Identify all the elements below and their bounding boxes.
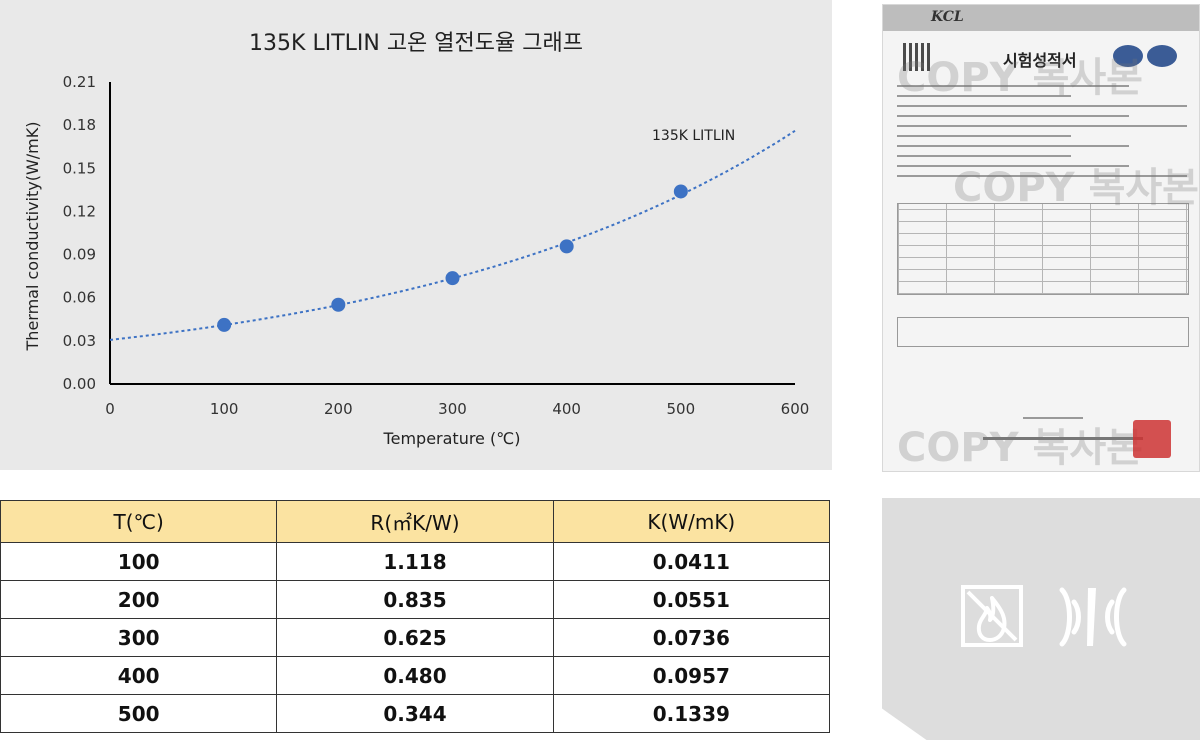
header-resistance: R(㎡K/W) [276, 500, 554, 543]
y-tick-label: 0.12 [63, 202, 96, 220]
no-fire-icon [961, 585, 1023, 647]
cell-conductivity: 0.0736 [552, 618, 831, 657]
trend-line [109, 129, 796, 341]
text-line [897, 85, 1129, 87]
x-tick-label: 400 [552, 400, 581, 418]
data-point [331, 297, 346, 312]
chart-title: 135K LITLIN 고온 열전도율 그래프 [249, 31, 583, 56]
data-point [217, 317, 232, 332]
watermark: COPY 복사본 [897, 425, 1143, 471]
data-point [559, 239, 574, 254]
y-axis-label: Thermal conductivity(W/mK) [23, 122, 42, 352]
cell-resistance: 0.344 [276, 694, 554, 733]
seal-icon [1113, 45, 1143, 67]
cell-conductivity: 0.0411 [552, 542, 831, 581]
qr-code-icon [903, 43, 931, 71]
chart-axes [109, 82, 795, 385]
certificate-signature-box [897, 317, 1189, 347]
y-tick-label: 0.06 [63, 289, 96, 307]
watermark: COPY 복사본 [953, 165, 1199, 211]
x-tick-label: 0 [105, 400, 115, 418]
series-label: 135K LITLIN [652, 128, 735, 144]
certificate-title: 시험성적서 [1003, 51, 1077, 70]
x-tick-label: 600 [781, 400, 810, 418]
x-axis-label: Temperature (℃) [383, 429, 521, 448]
x-tick-label: 300 [438, 400, 467, 418]
cell-resistance: 1.118 [276, 542, 554, 581]
cell-temperature: 500 [0, 694, 278, 733]
accreditation-seals [1113, 45, 1181, 71]
cell-temperature: 300 [0, 618, 278, 657]
y-tick-label: 0.21 [63, 73, 96, 91]
header-temperature: T(℃) [0, 500, 278, 543]
y-tick-label: 0.03 [63, 332, 96, 350]
text-line [897, 145, 1129, 147]
cell-resistance: 0.480 [276, 656, 554, 695]
thermal-conductivity-chart: 135K LITLIN 고온 열전도율 그래프 0 100 200 300 400 500… [23, 31, 810, 448]
data-table: T(℃) R(㎡K/W) K(W/mK) 100 1.118 0.0411 20… [0, 500, 831, 733]
table-row: 200 0.835 0.0551 [0, 580, 831, 619]
data-table-container: T(℃) R(㎡K/W) K(W/mK) 100 1.118 0.0411 20… [0, 500, 832, 733]
certificate-text-lines [897, 85, 1187, 185]
text-line [897, 115, 1129, 117]
x-tick-label: 100 [210, 400, 239, 418]
header-conductivity: K(W/mK) [552, 500, 831, 543]
y-tick-label: 0.15 [63, 159, 96, 177]
cell-conductivity: 0.1339 [552, 694, 831, 733]
text-line [897, 135, 1071, 137]
cell-temperature: 400 [0, 656, 278, 695]
data-point [673, 184, 688, 199]
watermark: COPY 복사본 [897, 55, 1143, 101]
y-tick-label: 0.09 [63, 246, 96, 264]
text-line [897, 105, 1187, 107]
cell-resistance: 0.835 [276, 580, 554, 619]
seal-icon [1147, 45, 1177, 67]
x-tick-label: 200 [324, 400, 353, 418]
y-tick-label: 0.00 [63, 375, 96, 393]
cell-temperature: 200 [0, 580, 278, 619]
cell-resistance: 0.625 [276, 618, 554, 657]
table-header-row: T(℃) R(㎡K/W) K(W/mK) [0, 500, 831, 543]
text-line [897, 125, 1187, 127]
chart-panel: 135K LITLIN 고온 열전도율 그래프 0 100 200 300 400 500… [0, 0, 832, 470]
x-tick-label: 500 [667, 400, 696, 418]
certificate-organization [983, 437, 1143, 440]
text-line [897, 155, 1071, 157]
table-row: 100 1.118 0.0411 [0, 542, 831, 581]
certificate-result-table [897, 203, 1189, 295]
stamp-icon [1133, 420, 1171, 458]
chart-ticks: 0 100 200 300 400 500 600 0.00 0.03 0.06 0.09 0.12 0… [63, 73, 810, 418]
sound-insulation-icon [1059, 587, 1127, 647]
table-row: 400 0.480 0.0957 [0, 656, 831, 695]
y-tick-label: 0.18 [63, 116, 96, 134]
table-row: 500 0.344 0.1339 [0, 694, 831, 733]
feature-icon-panel [882, 498, 1200, 740]
certificate-date [1023, 417, 1083, 419]
certificate-header-bar [883, 5, 1199, 31]
cell-conductivity: 0.0551 [552, 580, 831, 619]
data-point [445, 271, 460, 286]
cell-conductivity: 0.0957 [552, 656, 831, 695]
text-line [897, 95, 1071, 97]
table-row: 300 0.625 0.0736 [0, 618, 831, 657]
cell-temperature: 100 [0, 542, 278, 581]
data-points [217, 184, 688, 332]
text-line [897, 165, 1129, 167]
test-certificate-image: KCL 시험성적서 COPY 복사본 COPY 복사본 COPY 복사본 [882, 4, 1200, 472]
certificate-logo: KCL [931, 9, 964, 25]
text-line [897, 175, 1187, 177]
